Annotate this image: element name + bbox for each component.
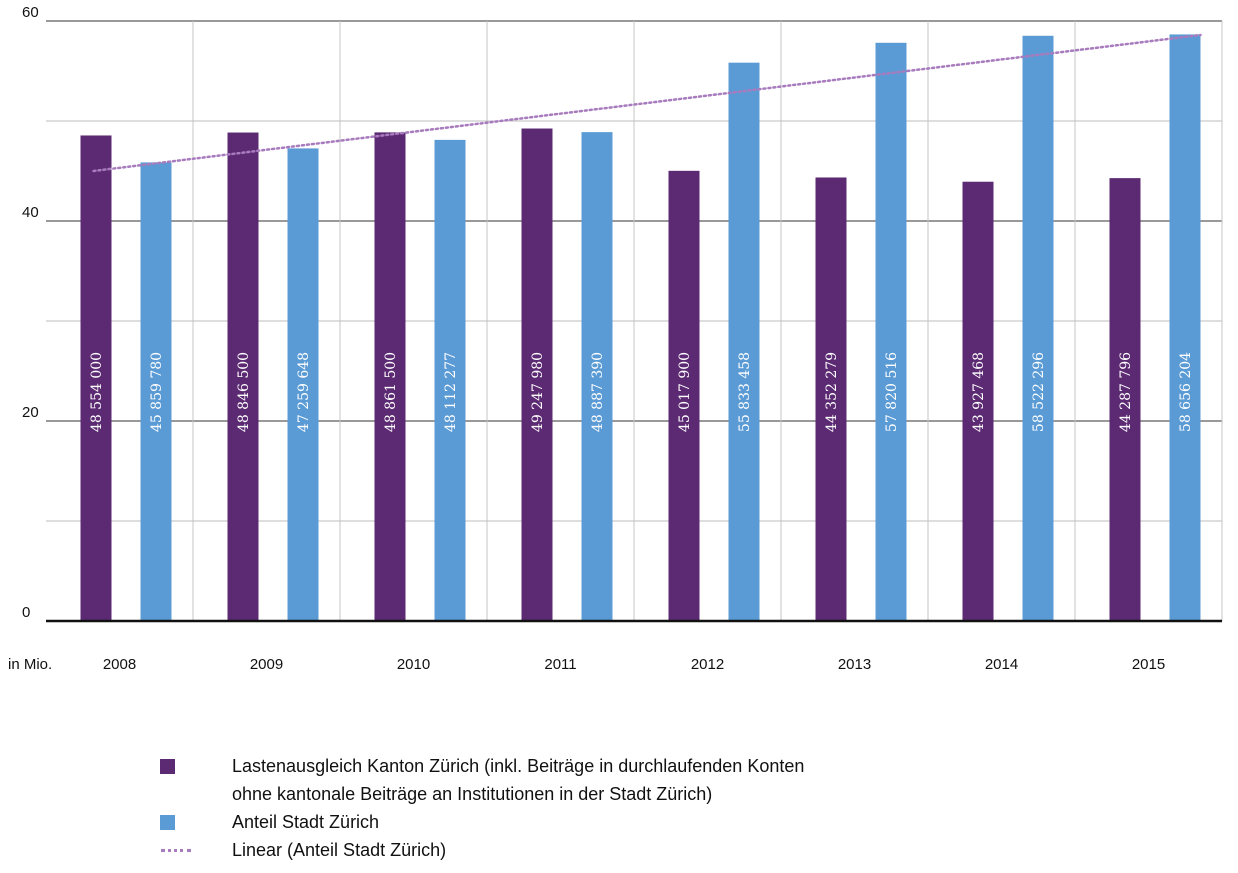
legend: Lastenausgleich Kanton Zürich (inkl. Bei…: [160, 752, 804, 864]
bar-anteil-2008: [140, 162, 172, 621]
legend-swatch-blue: [160, 814, 175, 830]
bar-lastenausgleich-2012: [668, 170, 700, 622]
bar-lastenausgleich-2008: [80, 135, 112, 621]
data-label: 43 927 468: [971, 352, 987, 432]
data-label: 44 287 796: [1118, 352, 1134, 432]
data-label: 44 352 279: [824, 352, 840, 432]
data-label: 55 833 458: [737, 352, 753, 432]
data-label: 47 259 648: [296, 352, 312, 432]
x-tick-label: 2008: [103, 656, 136, 673]
legend-item-linear: Linear (Anteil Stadt Zürich): [160, 836, 804, 864]
y-tick-label: 0: [22, 604, 30, 621]
x-tick-label: 2012: [691, 656, 724, 673]
bars: [80, 34, 1201, 622]
bar-anteil-2009: [287, 148, 319, 622]
legend-label: Anteil Stadt Zürich: [232, 812, 380, 832]
bar-lastenausgleich-2011: [521, 128, 553, 621]
x-tick-label: 2013: [838, 656, 871, 673]
legend-label: Linear (Anteil Stadt Zürich): [232, 840, 447, 860]
legend-item-lastenausgleich: Lastenausgleich Kanton Zürich (inkl. Bei…: [160, 752, 804, 808]
bar-lastenausgleich-2010: [374, 132, 406, 621]
data-label: 48 554 000: [89, 352, 105, 432]
bar-anteil-2015: [1169, 34, 1201, 621]
trendline-line: [92, 33, 1202, 173]
bar-anteil-2010: [434, 139, 466, 621]
bar-anteil-2013: [875, 42, 907, 621]
y-tick-label: 20: [22, 404, 39, 421]
x-tick-label: 2011: [544, 656, 576, 673]
bar-lastenausgleich-2015: [1109, 178, 1141, 621]
trendline: [92, 33, 1202, 173]
legend-label: Lastenausgleich Kanton Zürich (inkl. Bei…: [232, 756, 805, 804]
data-label: 58 656 204: [1178, 352, 1194, 432]
y-tick-label: 40: [22, 204, 39, 221]
data-label: 48 887 390: [590, 352, 606, 432]
x-tick-label: 2009: [250, 656, 283, 673]
bar-anteil-2011: [581, 132, 613, 621]
bar-anteil-2014: [1022, 35, 1054, 621]
data-label: 49 247 980: [530, 352, 546, 432]
axes: 0 20 40 60 2008 2009 2010 2011 2012 2013 2014 2015 i…: [8, 4, 1222, 673]
chart: 48 554 000 48 846 500 48 861 500 49 247 980…: [8, 4, 1223, 673]
legend-swatch-purple: [160, 758, 175, 774]
legend-trend-dots: [161, 848, 191, 852]
data-label: 48 112 277: [443, 352, 459, 432]
data-label: 45 017 900: [677, 352, 693, 432]
data-labels: 48 554 000 48 846 500 48 861 500 49 247 980…: [89, 352, 1194, 432]
data-label: 58 522 296: [1031, 352, 1047, 432]
y-tick-label: 60: [22, 4, 39, 21]
bar-lastenausgleich-2014: [962, 181, 994, 621]
bar-lastenausgleich-2013: [815, 177, 847, 621]
unit-label: in Mio.: [8, 656, 52, 673]
bar-lastenausgleich-2009: [227, 132, 259, 621]
x-tick-label: 2010: [397, 656, 430, 673]
x-tick-label: 2014: [985, 656, 1018, 673]
legend-item-anteil: Anteil Stadt Zürich: [160, 808, 804, 836]
bar-anteil-2012: [728, 62, 760, 622]
data-label: 45 859 780: [149, 352, 165, 432]
data-label: 57 820 516: [884, 352, 900, 432]
data-label: 48 861 500: [383, 352, 399, 432]
x-tick-label: 2015: [1132, 656, 1165, 673]
data-label: 48 846 500: [236, 352, 252, 432]
